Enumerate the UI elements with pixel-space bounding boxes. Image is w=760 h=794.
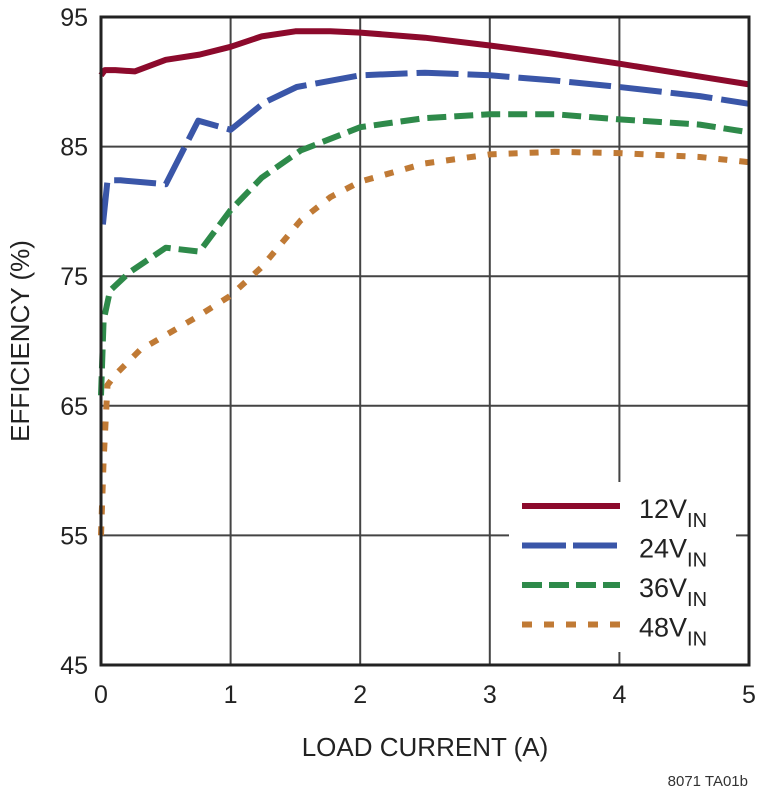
- legend-label: 48VIN: [639, 613, 707, 651]
- y-tick-label: 75: [60, 263, 88, 291]
- y-tick-label: 45: [60, 652, 88, 680]
- x-tick-label: 4: [612, 681, 626, 709]
- legend-label-subscript: IN: [687, 510, 707, 532]
- series-line-12v: [98, 28, 750, 88]
- legend-label: 24VIN: [639, 534, 707, 572]
- y-tick-label: 95: [60, 4, 88, 32]
- plot-frame: [99, 15, 751, 667]
- legend-label-main: 12V: [639, 494, 687, 524]
- y-axis-label: EFFICIENCY (%): [5, 240, 35, 442]
- x-tick-label: 3: [483, 681, 497, 709]
- x-axis-label: LOAD CURRENT (A): [302, 732, 549, 762]
- legend-label-main: 24V: [639, 534, 687, 564]
- legend-label-subscript: IN: [687, 589, 707, 611]
- figure-id-note: 8071 TA01b: [668, 773, 748, 790]
- series-line-48v: [98, 148, 750, 536]
- legend-label: 36VIN: [639, 573, 707, 611]
- x-tick-label: 1: [224, 681, 238, 709]
- x-tick-label: 0: [94, 681, 108, 709]
- legend-label: 12VIN: [639, 494, 707, 532]
- series-line-24v: [99, 69, 750, 225]
- x-tick-label: 2: [353, 681, 367, 709]
- y-tick-label: 85: [60, 134, 88, 162]
- y-tick-label: 55: [60, 522, 88, 550]
- legend-label-main: 48V: [639, 613, 687, 643]
- y-tick-label: 65: [60, 393, 88, 421]
- series-line-36v: [98, 111, 750, 396]
- legend-label-main: 36V: [639, 573, 687, 603]
- legend-label-subscript: IN: [687, 629, 707, 651]
- legend-background: [509, 482, 748, 664]
- legend-label-subscript: IN: [687, 550, 707, 572]
- series-lines: [98, 28, 750, 536]
- x-tick-label: 5: [742, 681, 756, 709]
